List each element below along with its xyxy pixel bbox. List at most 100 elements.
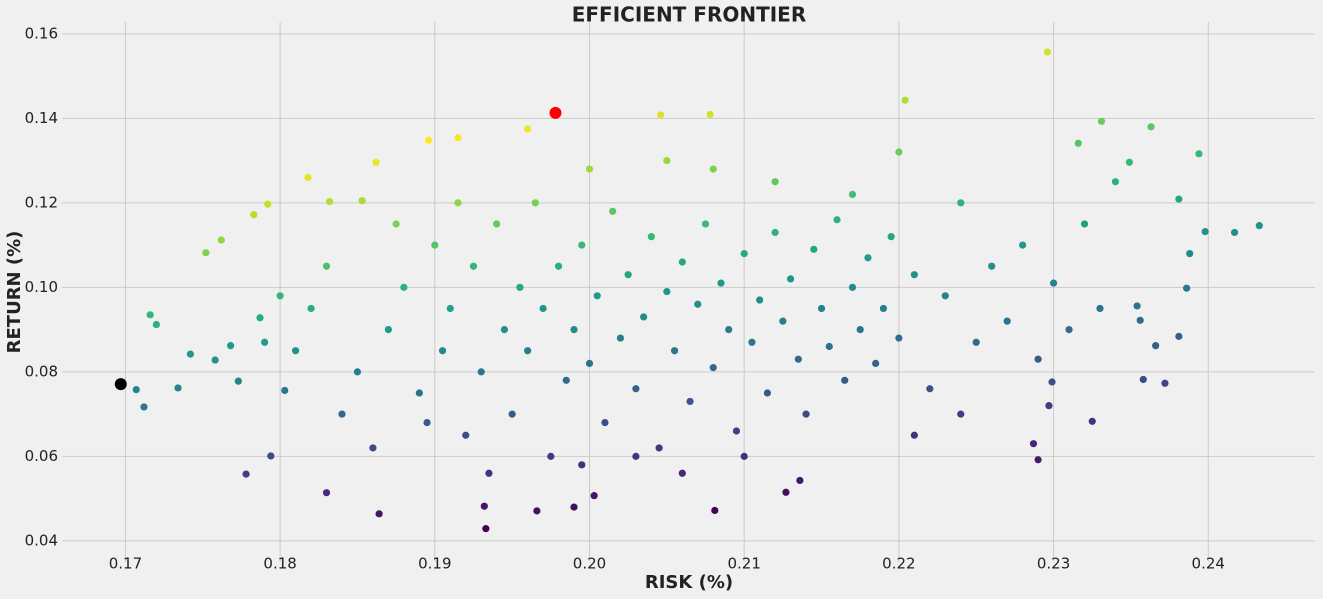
point (609, 207, 617, 215)
point (1003, 317, 1011, 325)
point (1019, 241, 1027, 249)
point (655, 444, 663, 452)
point (833, 216, 841, 224)
point (771, 178, 779, 186)
point (1186, 249, 1194, 258)
point (415, 389, 423, 397)
point (711, 506, 719, 515)
point (678, 469, 686, 477)
point (1136, 316, 1144, 324)
point (462, 431, 470, 439)
highlight-point (114, 378, 127, 391)
point (825, 342, 833, 351)
point (1065, 326, 1073, 334)
point (872, 359, 880, 368)
point (663, 287, 671, 296)
x-axis-label: RISK (%) (645, 572, 733, 593)
point (358, 197, 366, 205)
point (338, 410, 346, 418)
point (1125, 158, 1133, 166)
point (601, 418, 609, 427)
point (848, 190, 857, 198)
point (372, 158, 380, 166)
point (1183, 284, 1191, 292)
point (570, 503, 578, 511)
point (895, 148, 903, 156)
point (624, 271, 632, 279)
point (1088, 417, 1096, 425)
point (264, 200, 272, 208)
point (281, 386, 289, 395)
point (740, 249, 748, 258)
point (400, 283, 408, 291)
x-tick-label: 0.21 (727, 555, 760, 573)
point (1230, 228, 1239, 237)
point (186, 350, 194, 358)
point (533, 507, 541, 515)
point (152, 320, 160, 329)
point (802, 410, 810, 418)
point (686, 397, 694, 406)
point (895, 334, 903, 342)
point (957, 199, 965, 207)
point (717, 279, 725, 287)
point (578, 461, 586, 469)
point (616, 334, 625, 342)
point (1161, 379, 1169, 387)
point (485, 469, 493, 477)
point (856, 326, 864, 334)
point (578, 241, 586, 249)
point (369, 444, 377, 452)
point (841, 376, 849, 384)
point (477, 368, 485, 376)
point (701, 220, 710, 228)
y-tick-label: 0.08 (25, 362, 58, 380)
point (446, 304, 454, 313)
point (516, 283, 524, 291)
point (678, 258, 686, 266)
point (392, 220, 400, 228)
point (585, 359, 594, 368)
x-tick-label: 0.18 (263, 555, 296, 573)
point (748, 338, 756, 346)
point (910, 431, 918, 439)
y-tick-label: 0.16 (25, 24, 58, 42)
point (1097, 117, 1106, 125)
point (482, 525, 490, 533)
x-tick-label: 0.23 (1037, 555, 1070, 573)
point (941, 292, 949, 300)
y-axis-label: RETURN (%) (4, 231, 25, 354)
point (454, 199, 462, 207)
point (740, 452, 748, 460)
point (864, 254, 872, 262)
point (211, 356, 219, 364)
point (547, 452, 555, 460)
point (562, 376, 570, 384)
point (1029, 440, 1038, 448)
point (887, 233, 895, 241)
y-tick-label: 0.12 (25, 193, 58, 211)
point (276, 292, 284, 300)
point (657, 111, 665, 119)
y-tick-label: 0.14 (25, 109, 58, 127)
point (709, 364, 717, 372)
point (454, 134, 462, 142)
point (250, 211, 258, 219)
point (796, 476, 804, 485)
point (1096, 304, 1104, 313)
point (234, 377, 242, 385)
point (132, 386, 140, 394)
point (425, 136, 433, 144)
point (640, 313, 648, 321)
point (632, 385, 640, 393)
point (1043, 48, 1051, 56)
point (709, 165, 717, 173)
point (1195, 150, 1203, 158)
point (202, 249, 210, 257)
point (1133, 302, 1141, 310)
point (384, 326, 392, 334)
point (786, 275, 795, 283)
point (480, 502, 488, 510)
